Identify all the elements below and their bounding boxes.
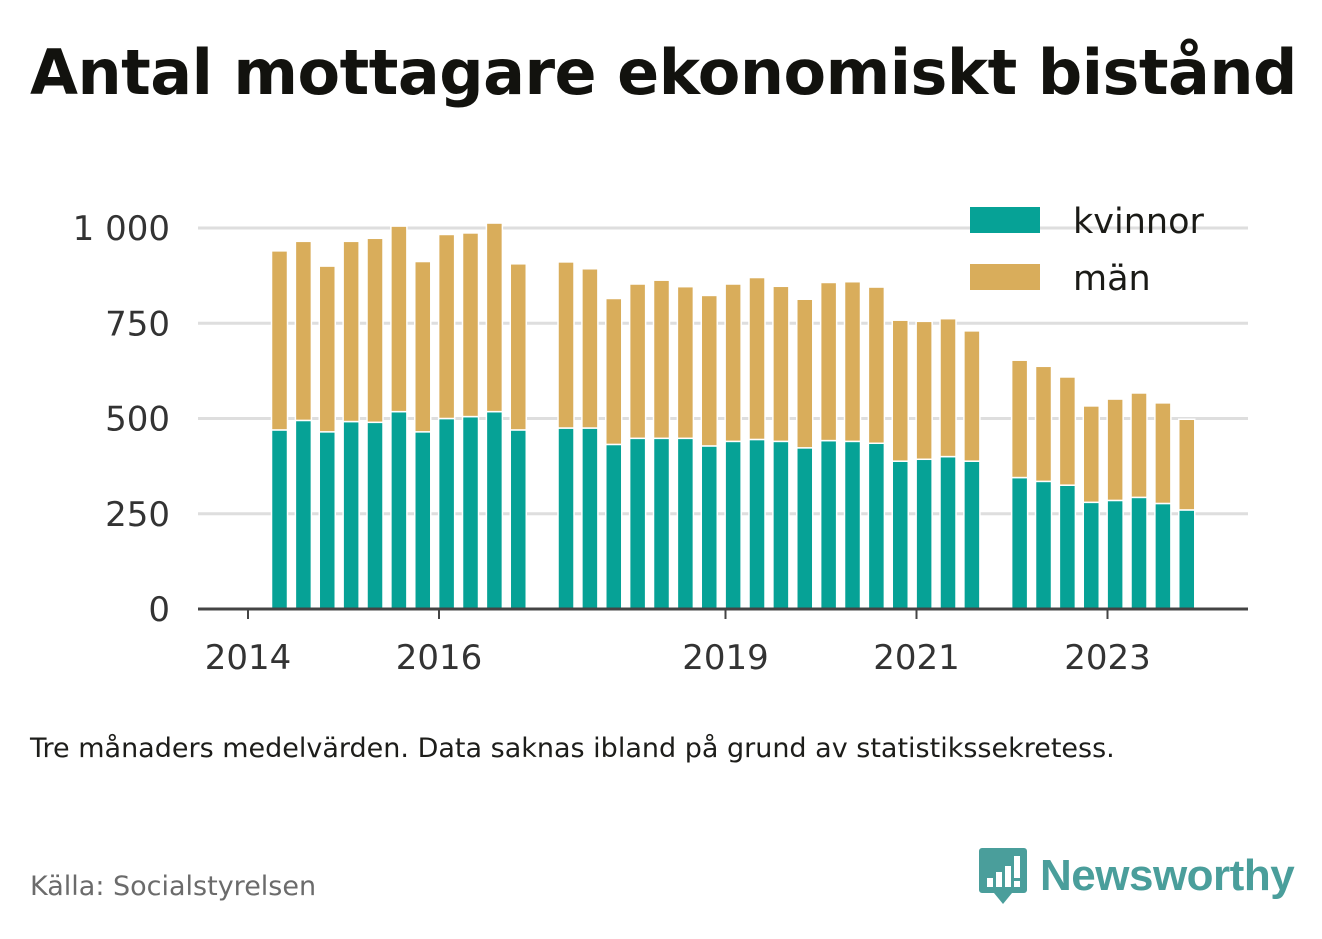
bar-man	[461, 232, 480, 418]
bar-man	[891, 319, 910, 462]
bar-kvinnor	[485, 410, 504, 610]
bar-man	[390, 225, 408, 413]
y-tick-label: 500	[105, 400, 170, 440]
x-tick-label: 2016	[396, 638, 483, 678]
chart-title: Antal mottagare ekonomiskt bistånd	[30, 36, 1297, 109]
bar-man	[652, 279, 671, 440]
bar-man	[819, 281, 838, 442]
bar-kvinnor	[724, 440, 742, 610]
bar-kvinnor	[1058, 484, 1077, 610]
bar-man	[342, 240, 360, 423]
bar-man	[939, 317, 957, 458]
bar-man	[748, 276, 766, 441]
bar-kvinnor	[509, 429, 528, 610]
legend-swatch-man	[970, 264, 1040, 290]
bar-kvinnor	[772, 440, 790, 610]
bar-kvinnor	[963, 460, 981, 610]
bar-kvinnor	[867, 442, 886, 610]
y-tick-label: 0	[148, 590, 170, 630]
x-tick-label: 2014	[205, 638, 292, 678]
bar-kvinnor	[318, 431, 337, 610]
bar-kvinnor	[270, 429, 289, 610]
bar-man	[366, 237, 384, 424]
bar-man	[414, 260, 432, 433]
bar-man	[605, 297, 623, 446]
bar-man	[557, 261, 575, 429]
bar-kvinnor	[605, 443, 623, 610]
bar-man	[963, 330, 981, 462]
bar-man	[1034, 365, 1053, 483]
legend-label-kvinnor: kvinnor	[1073, 202, 1204, 242]
bar-kvinnor	[1010, 476, 1029, 610]
bar-kvinnor	[628, 437, 647, 610]
legend-label-man: män	[1073, 259, 1151, 299]
bar-man	[581, 268, 599, 429]
bar-man	[700, 294, 719, 447]
bar-kvinnor	[843, 440, 862, 610]
bar-kvinnor	[819, 439, 838, 610]
y-tick-label: 750	[105, 304, 170, 344]
bar-man	[772, 285, 790, 443]
bars	[270, 222, 1196, 610]
bar-kvinnor	[1130, 496, 1148, 610]
bar-man	[1178, 418, 1196, 511]
bar-man	[509, 263, 528, 431]
chart-caption: Tre månaders medelvärden. Data saknas ib…	[30, 733, 1115, 764]
bar-man	[294, 240, 313, 422]
bar-kvinnor	[1106, 499, 1124, 610]
bar-man	[915, 320, 933, 461]
bar-man	[867, 286, 886, 445]
legend: kvinnor män	[970, 202, 1204, 299]
bar-kvinnor	[294, 419, 313, 610]
source-note: Källa: Socialstyrelsen	[30, 871, 317, 902]
bar-man	[318, 265, 337, 433]
bar-kvinnor	[1154, 502, 1172, 610]
bar-kvinnor	[748, 438, 766, 610]
y-tick-label: 1 000	[73, 209, 170, 249]
y-tick-label: 250	[105, 495, 170, 535]
bar-kvinnor	[915, 458, 933, 610]
bar-man	[437, 233, 456, 420]
newsworthy-logo-icon	[979, 848, 1027, 904]
bar-kvinnor	[390, 410, 408, 610]
x-tick-label: 2021	[873, 638, 960, 678]
bar-man	[628, 283, 647, 440]
bar-kvinnor	[1082, 501, 1101, 610]
bar-kvinnor	[414, 431, 432, 610]
bar-man	[1106, 398, 1124, 502]
x-axis-tick-labels: 2014 2016 2019 2021 2023	[205, 609, 1151, 678]
bar-man	[485, 222, 504, 413]
bar-kvinnor	[939, 455, 957, 610]
y-axis-tick-labels: 0 250 500 750 1 000	[73, 209, 170, 630]
bar-kvinnor	[700, 445, 719, 610]
bar-kvinnor	[366, 421, 384, 610]
bar-man	[270, 250, 289, 431]
brand-logo: Newsworthy	[978, 846, 1295, 906]
bar-man	[724, 283, 742, 443]
bar-kvinnor	[676, 437, 695, 610]
bar-man	[843, 280, 862, 443]
bar-kvinnor	[891, 460, 910, 610]
bar-kvinnor	[1034, 480, 1053, 610]
bar-man	[676, 285, 695, 440]
bar-man	[1082, 405, 1101, 504]
bar-kvinnor	[461, 415, 480, 610]
brand-name: Newsworthy	[1040, 851, 1295, 900]
bar-kvinnor	[581, 427, 599, 610]
bar-man	[1010, 359, 1029, 479]
bar-man	[1130, 392, 1148, 499]
bar-kvinnor	[342, 420, 360, 610]
stacked-bar-chart: 0 250 500 750 1 000 2014 2016 2019 2021 2023 kvi…	[73, 202, 1248, 678]
bar-kvinnor	[796, 447, 814, 610]
bar-kvinnor	[1178, 509, 1196, 610]
x-tick-label: 2023	[1064, 638, 1151, 678]
bar-man	[1058, 376, 1077, 486]
legend-swatch-kvinnor	[970, 207, 1040, 233]
bar-kvinnor	[557, 427, 575, 610]
bar-kvinnor	[437, 417, 456, 610]
x-tick-label: 2019	[682, 638, 769, 678]
bar-man	[1154, 402, 1172, 505]
bar-man	[796, 298, 814, 449]
bar-kvinnor	[652, 437, 671, 610]
